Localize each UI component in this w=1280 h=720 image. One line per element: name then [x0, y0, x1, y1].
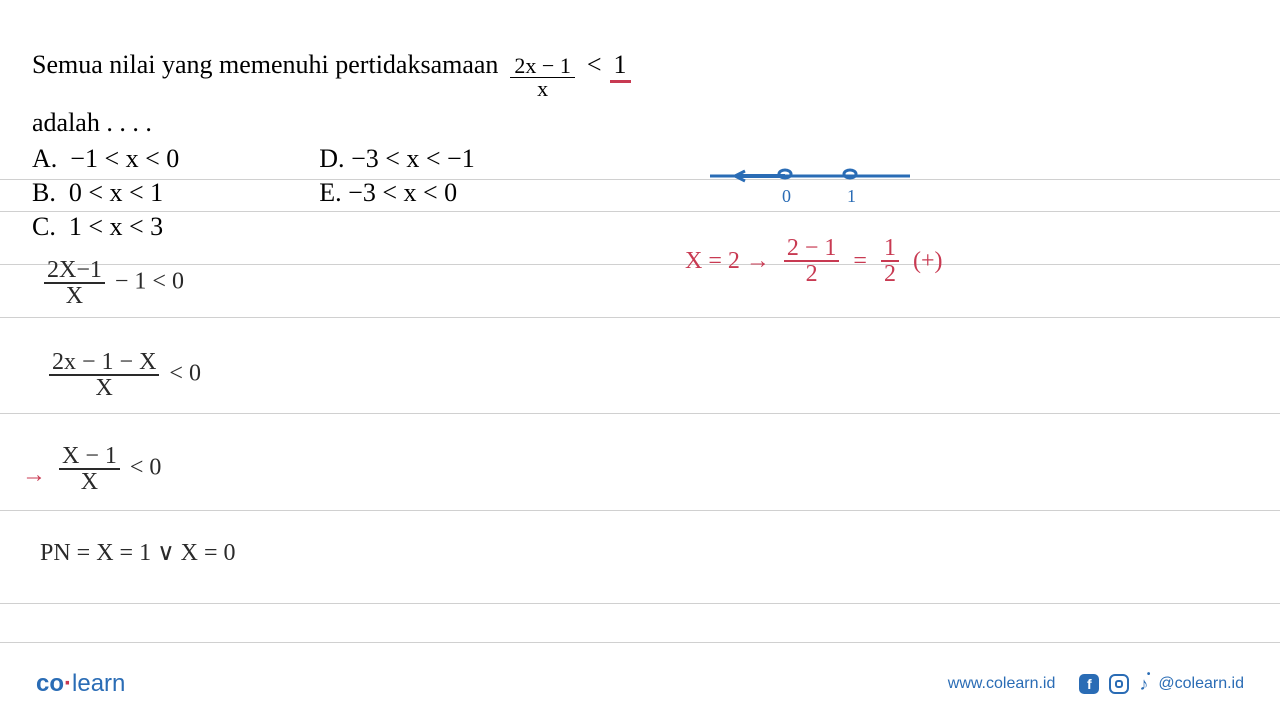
- test-computation: X = 2 → 2 − 1 2 = 1 2 (+): [685, 236, 943, 286]
- step3: X − 1 X < 0: [55, 444, 161, 494]
- question-adalah: adalah . . . .: [32, 108, 1248, 138]
- options: A. −1 < x < 0 B. 0 < x < 1 C. 1 < x < 3 …: [32, 144, 1248, 242]
- option-d: D. −3 < x < −1: [319, 144, 474, 174]
- footer-social: f ♪• @colearn.id: [1079, 674, 1244, 695]
- pn-line: PN = X = 1 ∨ X = 0: [40, 538, 236, 567]
- number-line: 0 1: [710, 162, 930, 217]
- step1: 2X−1 X − 1 < 0: [40, 258, 184, 308]
- tiktok-icon: ♪•: [1139, 674, 1148, 695]
- footer-handle: @colearn.id: [1158, 675, 1244, 693]
- number-line-svg: 0 1: [710, 162, 930, 212]
- footer-logo: co·learn: [36, 670, 125, 698]
- option-b: B. 0 < x < 1: [32, 178, 179, 208]
- instagram-icon: [1109, 674, 1129, 694]
- step3-arrow: →: [22, 462, 46, 489]
- footer-url: www.colearn.id: [948, 675, 1056, 693]
- question-fraction: 2x − 1 x: [510, 55, 574, 100]
- svg-text:0: 0: [782, 186, 791, 206]
- option-a: A. −1 < x < 0: [32, 144, 179, 174]
- question-text: Semua nilai yang memenuhi pertidaksamaan…: [32, 50, 1248, 100]
- facebook-icon: f: [1079, 674, 1099, 694]
- svg-text:1: 1: [847, 186, 856, 206]
- footer: co·learn www.colearn.id f ♪• @colearn.id: [0, 648, 1280, 720]
- option-c: C. 1 < x < 3: [32, 212, 179, 242]
- question-prefix: Semua nilai yang memenuhi pertidaksamaan: [32, 50, 498, 80]
- step2: 2x − 1 − X X < 0: [45, 350, 201, 400]
- option-e: E. −3 < x < 0: [319, 178, 474, 208]
